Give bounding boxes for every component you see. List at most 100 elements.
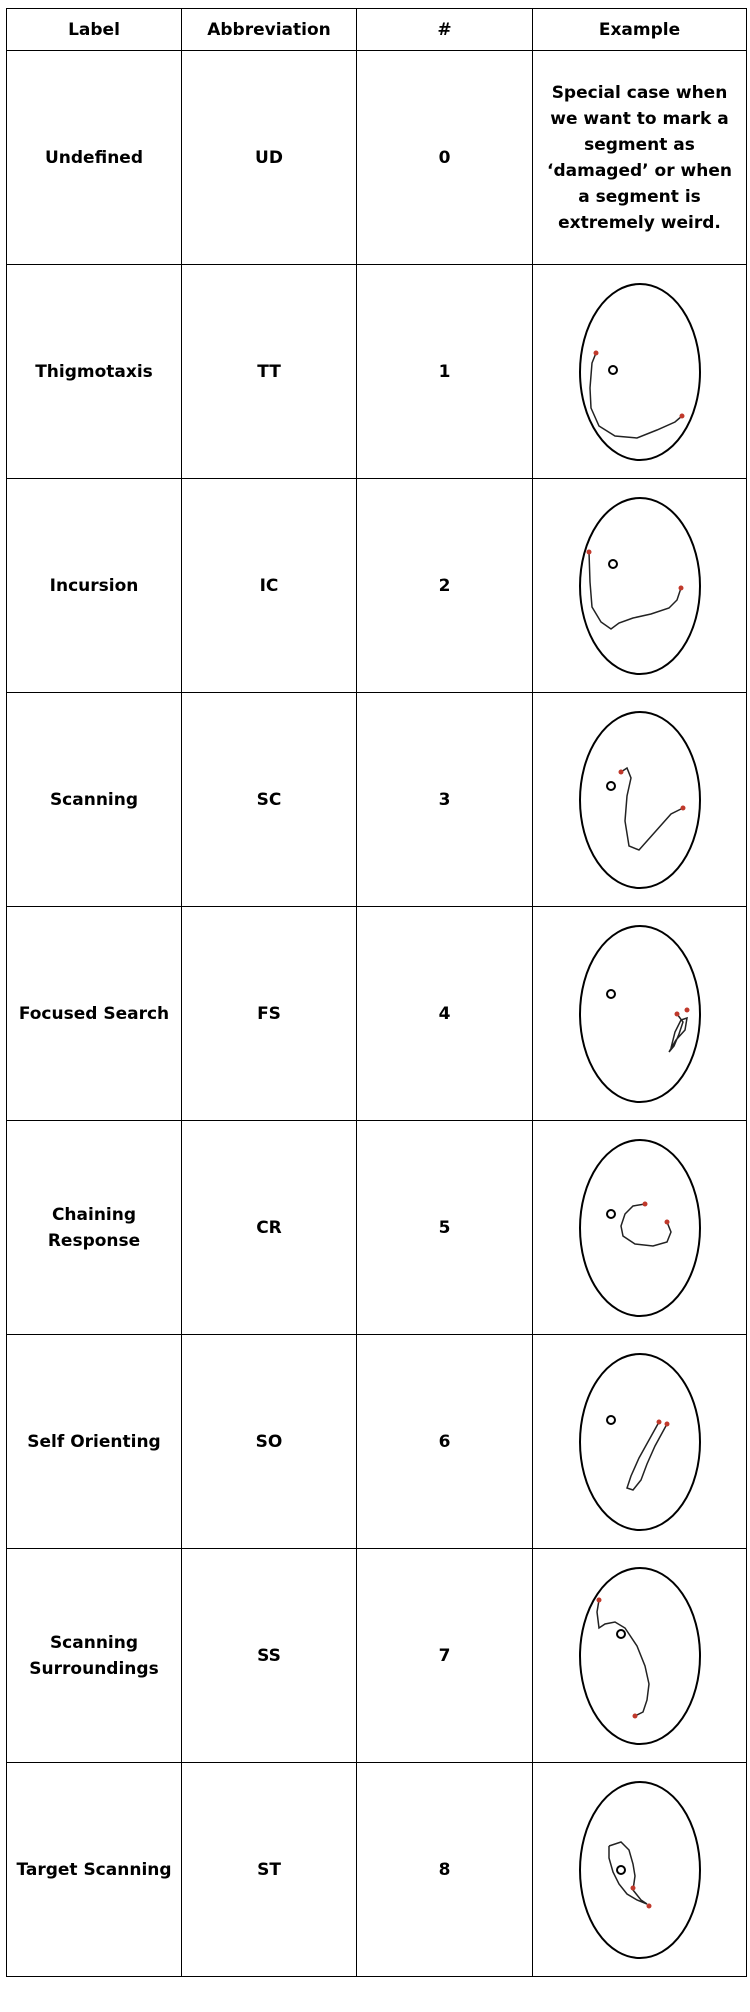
path-endpoint <box>618 769 623 774</box>
table-row: Target Scanning ST 8 <box>6 1762 747 1977</box>
header-example: Example <box>532 8 747 51</box>
row-example <box>532 1762 747 1977</box>
row-label: Target Scanning <box>6 1762 182 1977</box>
path-endpoint <box>656 1419 661 1424</box>
row-number: 5 <box>356 1120 533 1335</box>
trajectory-self-orienting-figure <box>578 1352 701 1531</box>
row-number: 4 <box>356 906 533 1121</box>
path-endpoint <box>646 1903 651 1908</box>
path-endpoint <box>664 1219 669 1224</box>
row-abbreviation: CR <box>181 1120 357 1335</box>
swim-path <box>588 352 682 439</box>
row-number: 1 <box>356 264 533 479</box>
row-example <box>532 906 747 1121</box>
row-label: Scanning <box>6 692 182 907</box>
trajectory-chaining-response-figure <box>578 1138 701 1317</box>
path-endpoint <box>684 1007 689 1012</box>
row-example <box>532 1334 747 1549</box>
trajectory-scanning-surroundings-figure <box>578 1566 701 1745</box>
table-row: Scanning Surroundings SS 7 <box>6 1548 747 1763</box>
row-label: Thigmotaxis <box>6 264 182 479</box>
path-endpoint <box>586 549 591 554</box>
trajectory-target-scanning-figure <box>578 1780 701 1959</box>
platform-marker <box>615 1628 626 1639</box>
header-label: Label <box>6 8 182 51</box>
row-label: Self Orienting <box>6 1334 182 1549</box>
row-abbreviation: UD <box>181 50 357 265</box>
row-example <box>532 264 747 479</box>
row-abbreviation: TT <box>181 264 357 479</box>
swim-path <box>625 1421 668 1491</box>
row-label: Scanning Surroundings <box>6 1548 182 1763</box>
pool-outline <box>578 1138 701 1317</box>
row-number: 2 <box>356 478 533 693</box>
swim-path <box>667 1013 688 1052</box>
path-endpoint <box>674 1011 679 1016</box>
platform-marker <box>605 988 616 999</box>
path-endpoint <box>664 1421 669 1426</box>
path-endpoint <box>678 585 683 590</box>
path-endpoint <box>593 350 598 355</box>
row-number: 6 <box>356 1334 533 1549</box>
table-row: Self Orienting SO 6 <box>6 1334 747 1549</box>
row-example <box>532 1120 747 1335</box>
platform-marker <box>605 1414 616 1425</box>
platform-marker <box>607 558 618 569</box>
path-endpoint <box>680 805 685 810</box>
row-example <box>532 692 747 907</box>
path-endpoint <box>642 1201 647 1206</box>
table-row: Thigmotaxis TT 1 <box>6 264 747 479</box>
pool-outline <box>578 282 701 461</box>
row-abbreviation: SC <box>181 692 357 907</box>
pool-outline <box>578 1780 701 1959</box>
row-abbreviation: ST <box>181 1762 357 1977</box>
pool-outline <box>578 1352 701 1531</box>
swim-path <box>619 1202 672 1247</box>
example-description: Special case when we want to mark a segm… <box>547 82 732 233</box>
table-row: Undefined UD 0 Special case when we want… <box>6 50 747 265</box>
platform-marker <box>605 780 616 791</box>
swim-path <box>620 766 683 851</box>
path-endpoint <box>679 413 684 418</box>
path-endpoint <box>596 1597 601 1602</box>
trajectory-incursion-figure <box>578 496 701 675</box>
row-abbreviation: SO <box>181 1334 357 1549</box>
platform-marker <box>605 1208 616 1219</box>
row-number: 7 <box>356 1548 533 1763</box>
row-abbreviation: SS <box>181 1548 357 1763</box>
table-row: Focused Search FS 4 <box>6 906 747 1121</box>
path-endpoint <box>630 1885 635 1890</box>
platform-marker <box>615 1864 626 1875</box>
table-row: Chaining Response CR 5 <box>6 1120 747 1335</box>
trajectory-focused-search-figure <box>578 924 701 1103</box>
trajectory-thigmotaxis-figure <box>578 282 701 461</box>
pool-outline <box>578 1566 701 1745</box>
header-abbreviation: Abbreviation <box>181 8 357 51</box>
pool-outline <box>578 496 701 675</box>
swim-path <box>607 1840 647 1905</box>
table-row: Incursion IC 2 <box>6 478 747 693</box>
platform-marker <box>607 364 618 375</box>
header-row: Label Abbreviation # Example <box>6 8 747 51</box>
table-row: Scanning SC 3 <box>6 692 747 907</box>
swim-path <box>587 551 682 630</box>
row-example: Special case when we want to mark a segm… <box>532 50 747 265</box>
row-number: 3 <box>356 692 533 907</box>
header-number: # <box>356 8 533 51</box>
pool-outline <box>578 710 701 889</box>
swim-path <box>595 1599 650 1717</box>
row-label: Incursion <box>6 478 182 693</box>
path-endpoint <box>632 1713 637 1718</box>
trajectory-scanning-figure <box>578 710 701 889</box>
row-example <box>532 478 747 693</box>
row-example <box>532 1548 747 1763</box>
row-number: 8 <box>356 1762 533 1977</box>
strategy-table: Label Abbreviation # Example Undefined U… <box>6 8 747 1977</box>
row-label: Undefined <box>6 50 182 265</box>
row-abbreviation: FS <box>181 906 357 1121</box>
pool-outline <box>578 924 701 1103</box>
row-abbreviation: IC <box>181 478 357 693</box>
row-label: Focused Search <box>6 906 182 1121</box>
row-number: 0 <box>356 50 533 265</box>
row-label: Chaining Response <box>6 1120 182 1335</box>
